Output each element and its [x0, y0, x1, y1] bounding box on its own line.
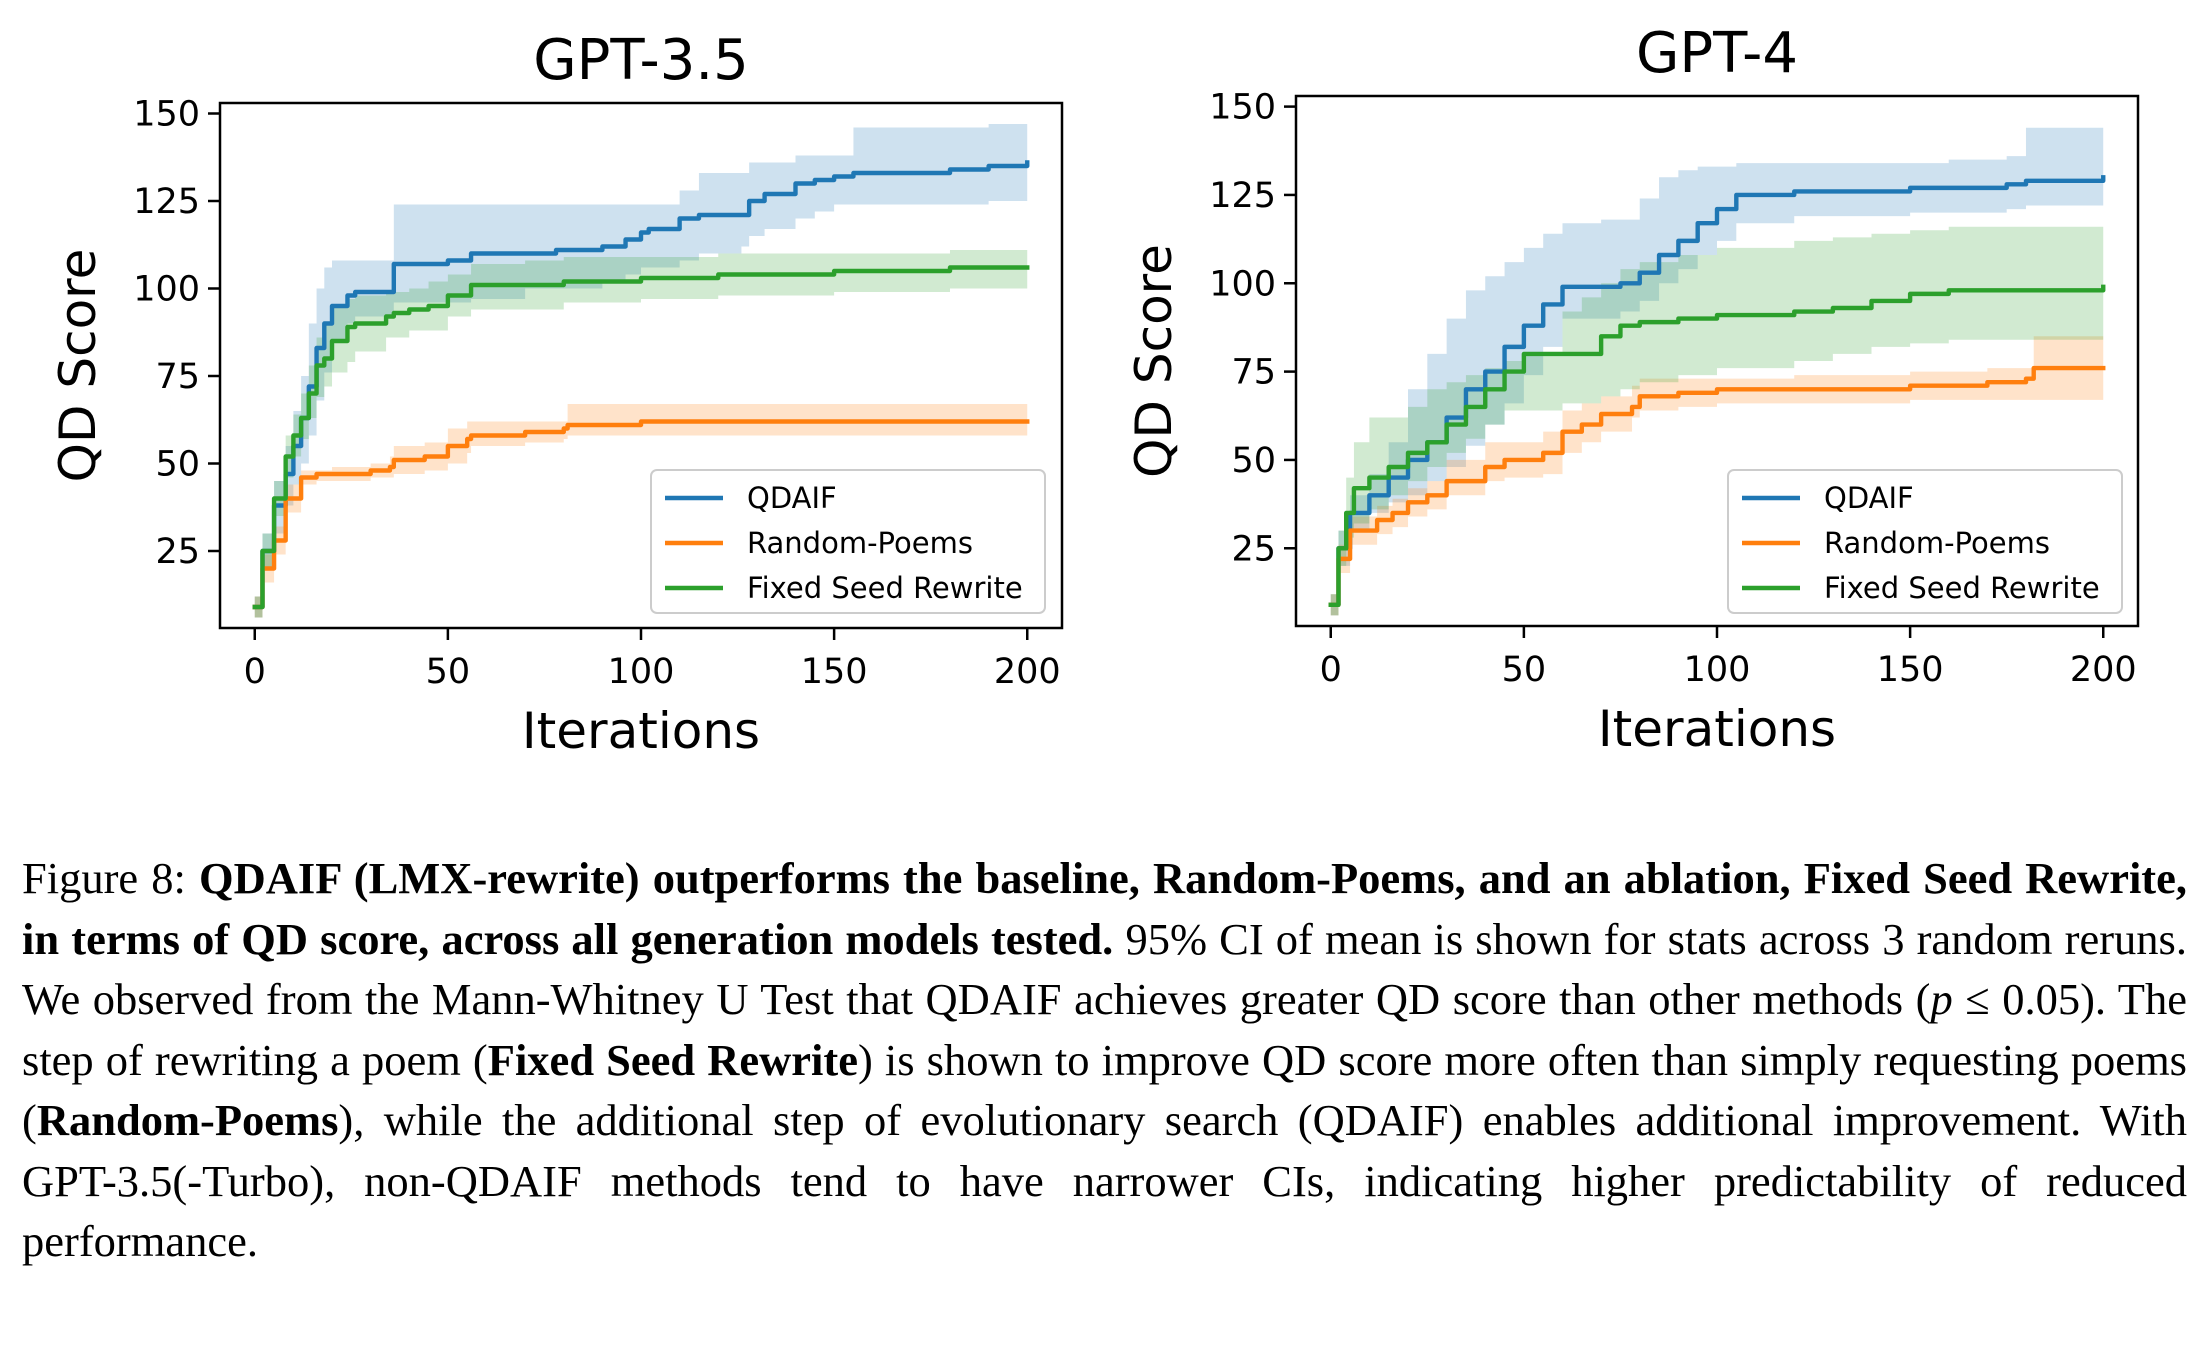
chart-1-legend-label-random-poems: Random-Poems	[747, 526, 973, 560]
chart-2-line-qdaif	[1328, 175, 2106, 607]
figure: 0 50 100 150 200 25 50 75 100 125 150 GPT-3.5 Iterat…	[49, 21, 2140, 760]
chart-2-plot-area	[1328, 124, 2106, 616]
chart-2-xtick-label: 50	[1502, 650, 1547, 690]
chart-2-xlabel: Iterations	[1598, 700, 1836, 758]
chart-2-ytick-label: 125	[1209, 176, 1276, 216]
caption-bold-statement: QDAIF (LMX-rewrite) outperforms the base…	[22, 853, 2188, 964]
chart-2-line-fixed-seed-rewrite	[1328, 284, 2106, 607]
chart-1-xtick-label: 200	[994, 652, 1061, 692]
chart-2-xtick-label: 0	[1320, 650, 1342, 690]
chart-1-legend-label-qdaif: QDAIF	[747, 481, 837, 515]
chart-2-xtick-label: 150	[1877, 650, 1944, 690]
caption-math-rest: ≤ 0.05	[1952, 974, 2081, 1024]
chart-2-title: GPT-4	[1636, 21, 1798, 86]
chart-2-legend-label-random-poems: Random-Poems	[1824, 526, 2050, 560]
chart-2-legend: QDAIF Random-Poems Fixed Seed Rewrite	[1727, 469, 2123, 614]
chart-1-ytick-label: 125	[133, 182, 200, 222]
chart-1-band-fixed-seed-rewrite	[254, 250, 1028, 618]
chart-2-ytick-label: 100	[1209, 264, 1276, 304]
caption-bold-random: Random-Poems	[36, 1095, 339, 1145]
figure-caption: Figure 8: QDAIF (LMX-rewrite) outperform…	[22, 848, 2187, 1272]
chart-1-xtick-label: 150	[801, 652, 868, 692]
caption-text-1: 95% CI of mean is shown for stats across…	[22, 913, 2187, 1025]
chart-2-legend-label-fixed-seed-rewrite: Fixed Seed Rewrite	[1824, 571, 2100, 605]
chart-2-legend-label-qdaif: QDAIF	[1824, 481, 1914, 515]
caption-math-p: p	[1930, 974, 1953, 1024]
chart-2-ylabel: QD Score	[1125, 244, 1183, 478]
chart-1-ytick-label: 100	[133, 270, 200, 310]
chart-1-ytick-label: 150	[133, 95, 200, 135]
caption-text-3: ) is shown to improve QD score more ofte…	[22, 1034, 2187, 1146]
chart-2-legend-box	[1727, 469, 2123, 614]
chart-1-ytick-label: 50	[155, 445, 200, 485]
chart-1-legend-label-fixed-seed-rewrite: Fixed Seed Rewrite	[747, 571, 1023, 605]
chart-1: 0 50 100 150 200 25 50 75 100 125 150 GPT-3.5 Iterat…	[49, 28, 1064, 760]
chart-2-xtick-label: 100	[1684, 650, 1751, 690]
chart-1-ytick-label: 25	[155, 532, 200, 572]
figure-svg: 0 50 100 150 200 25 50 75 100 125 150 GPT-3.5 Iterat…	[49, 21, 2140, 760]
chart-1-ytick-label: 75	[155, 357, 200, 397]
chart-1-band-qdaif	[254, 124, 1028, 618]
chart-1-line-fixed-seed-rewrite	[252, 265, 1030, 610]
caption-text-4: ), while the additional step of evolutio…	[22, 1095, 2187, 1266]
chart-2-ytick-label: 50	[1231, 441, 1276, 481]
chart-1-title: GPT-3.5	[533, 28, 749, 93]
chart-2-ytick-label: 150	[1209, 88, 1276, 128]
chart-2-line-random-poems	[1328, 365, 2106, 607]
chart-2-band-fixed-seed-rewrite	[1330, 226, 2104, 616]
chart-2-ytick-label: 75	[1231, 353, 1276, 393]
chart-1-ylabel: QD Score	[49, 249, 107, 483]
chart-2: 0 50 100 150 200 25 50 75 100 125 150 GPT-4 Iteratio…	[1125, 21, 2140, 758]
chart-1-legend: QDAIF Random-Poems Fixed Seed Rewrite	[650, 469, 1046, 614]
figure-label: Figure 8:	[22, 853, 186, 903]
chart-1-legend-box	[650, 469, 1046, 614]
caption-bold-fixed: Fixed Seed Rewrite	[487, 1034, 858, 1085]
chart-1-xtick-label: 0	[244, 652, 266, 692]
caption-text-2: ). The step of rewriting a poem (	[22, 974, 2187, 1085]
chart-2-xtick-label: 200	[2070, 650, 2137, 690]
chart-1-xlabel: Iterations	[522, 702, 760, 760]
chart-2-ytick-label: 25	[1231, 529, 1276, 569]
chart-1-xtick-label: 50	[426, 652, 471, 692]
chart-1-xtick-label: 100	[608, 652, 675, 692]
chart-1-plot-area	[252, 124, 1030, 618]
